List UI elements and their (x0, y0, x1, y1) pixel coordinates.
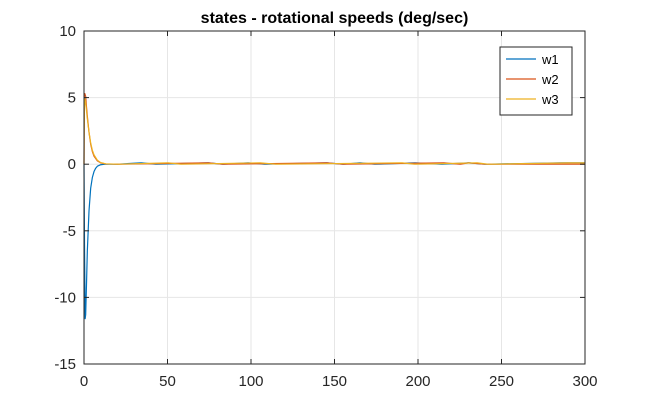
x-tick-label: 0 (80, 373, 88, 390)
y-tick-label: -10 (54, 289, 76, 306)
legend: w1 w2 w3 (499, 46, 573, 116)
legend-label-w2: w2 (541, 72, 559, 87)
x-tick-label: 250 (489, 373, 514, 390)
y-tick-label: 10 (59, 23, 76, 40)
x-tick-label: 50 (159, 373, 176, 390)
y-tick-label: -15 (54, 356, 76, 373)
y-tick-label: 5 (68, 90, 76, 107)
legend-label-w3: w3 (541, 92, 559, 107)
x-tick-label: 100 (238, 373, 263, 390)
chart-title: states - rotational speeds (deg/sec) (201, 10, 469, 27)
x-tick-label: 300 (572, 373, 597, 390)
series-lines (83, 92, 585, 320)
x-tick-label: 200 (405, 373, 430, 390)
x-tick-label: 150 (322, 373, 347, 390)
legend-box (499, 46, 573, 116)
y-tick-label: 0 (68, 156, 76, 173)
legend-label-w1: w1 (541, 52, 559, 67)
series-line-w3 (83, 98, 585, 165)
y-tick-label: -5 (63, 223, 76, 240)
